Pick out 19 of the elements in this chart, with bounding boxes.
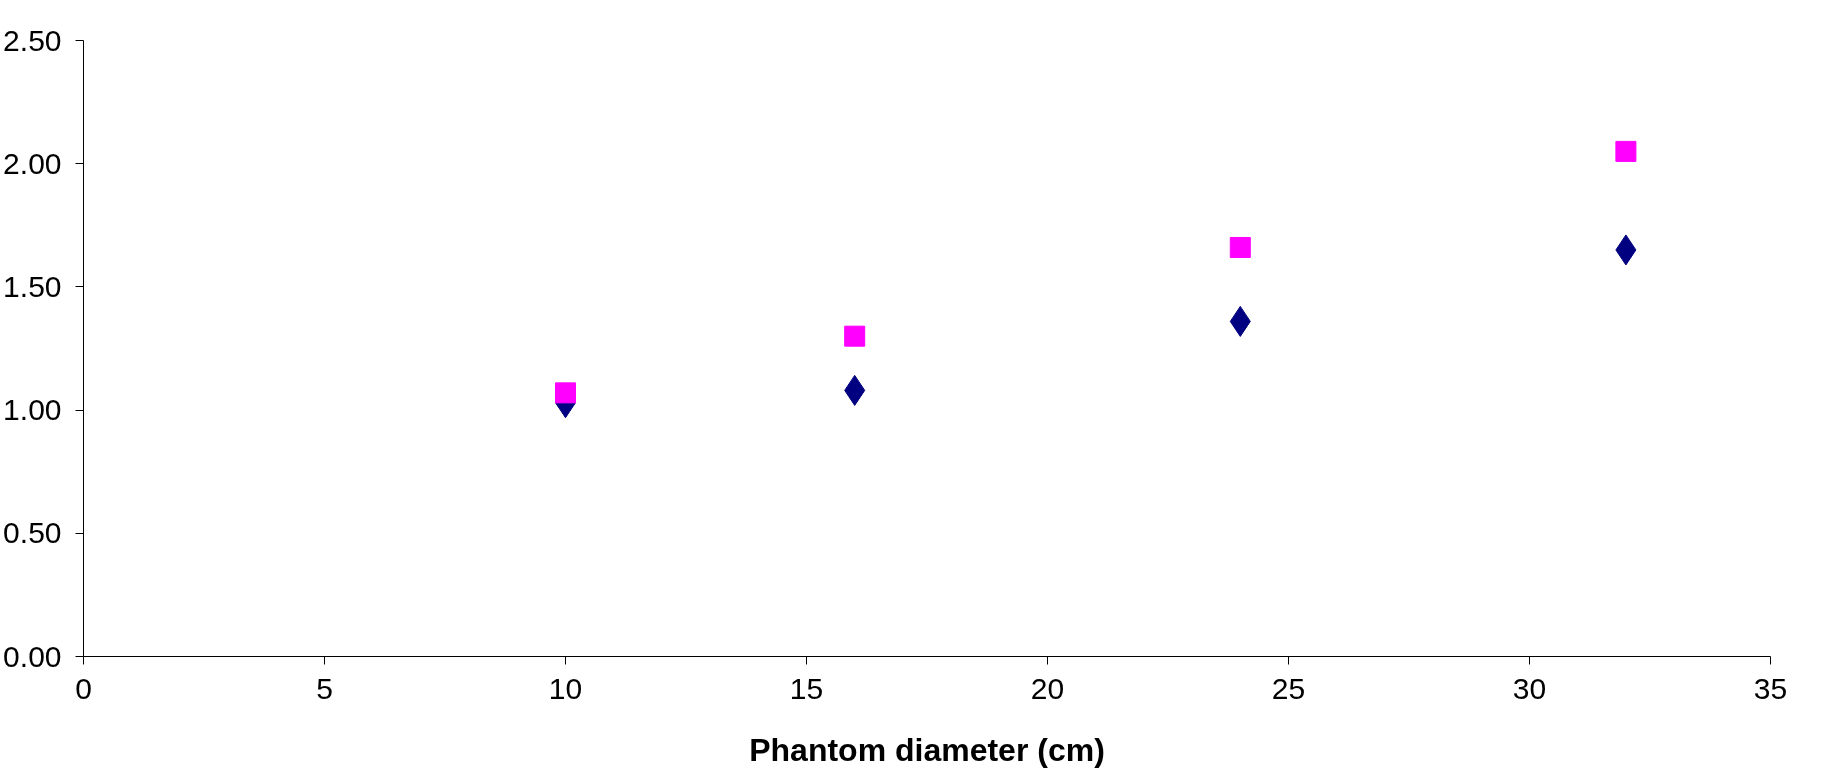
x-tick-label: 0 xyxy=(75,671,92,705)
y-tick-label: 1.00 xyxy=(3,393,62,427)
x-tick-label: 20 xyxy=(1030,671,1065,705)
y-tick-label: 0.00 xyxy=(3,639,62,673)
y-tick-label: 2.00 xyxy=(3,146,62,180)
x-tick-label: 25 xyxy=(1271,671,1306,705)
y-tick-label: 0.50 xyxy=(3,516,62,550)
x-tick-label: 30 xyxy=(1512,671,1547,705)
x-tick-label: 5 xyxy=(316,671,333,705)
x-tick-label: 15 xyxy=(789,671,824,705)
point xyxy=(555,382,576,404)
point xyxy=(1229,236,1251,258)
point xyxy=(1615,140,1637,162)
x-tick-label: 35 xyxy=(1753,671,1788,705)
point xyxy=(844,325,866,347)
y-tick-label: 1.50 xyxy=(3,269,62,303)
x-axis-title: Phantom diameter (cm) xyxy=(749,731,1105,768)
x-tick-label: 10 xyxy=(548,671,583,705)
y-tick-label: 2.50 xyxy=(3,23,62,57)
